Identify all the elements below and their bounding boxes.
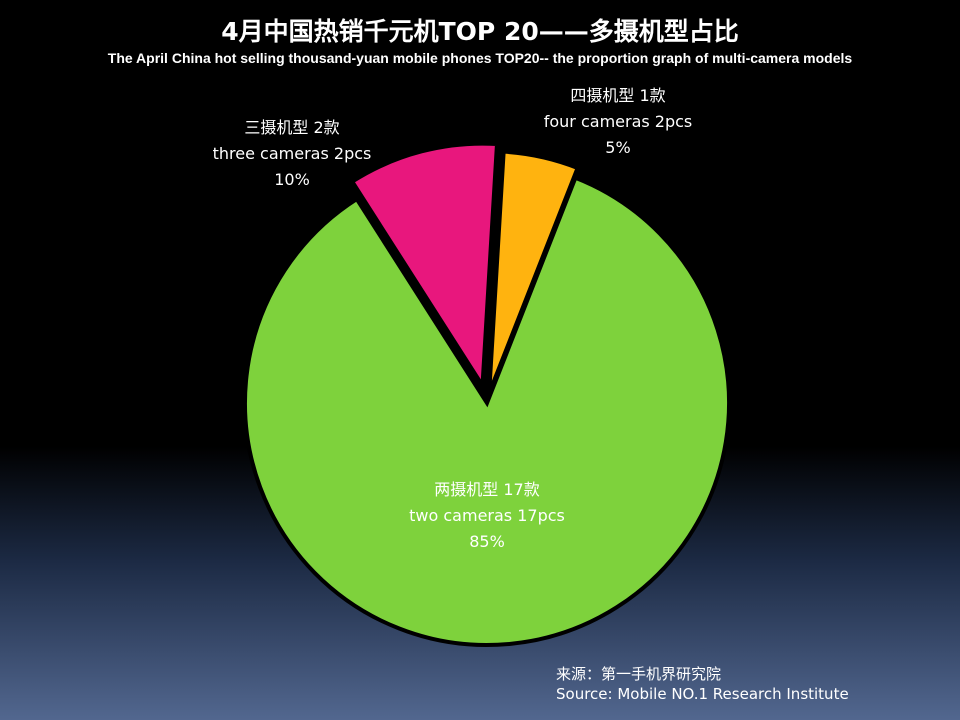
slice-label-three-cameras: 三摄机型 2款 three cameras 2pcs 10% [182,115,402,193]
chart-subtitle: The April China hot selling thousand-yua… [107,50,853,66]
source-cn: 来源：第一手机界研究院 [556,665,722,683]
pie-slice-three-cameras [349,141,500,392]
pie-slice-four-cameras [487,149,581,394]
slice-label-en: three cameras 2pcs [212,144,372,163]
slice-label-cn: 两摄机型 17款 [434,480,540,499]
slice-label-four-cameras: 四摄机型 1款 four cameras 2pcs 5% [508,83,728,161]
slice-label-percent: 85% [469,532,505,551]
chart-title: 4月中国热销千元机TOP 20——多摄机型占比 [221,17,739,46]
slice-label-en: four cameras 2pcs [543,112,693,131]
slice-label-cn: 三摄机型 2款 [244,118,340,137]
slice-label-percent: 10% [274,170,310,189]
slice-label-percent: 5% [605,138,631,157]
source-note: 来源：第一手机界研究院 Source: Mobile NO.1 Research… [556,664,849,704]
slice-label-en: two cameras 17pcs [409,506,565,525]
pie-slice-two-cameras [243,175,731,647]
slice-label-two-cameras: 两摄机型 17款 two cameras 17pcs 85% [377,477,597,555]
source-en: Source: Mobile NO.1 Research Institute [556,685,849,703]
slice-label-cn: 四摄机型 1款 [570,86,666,105]
